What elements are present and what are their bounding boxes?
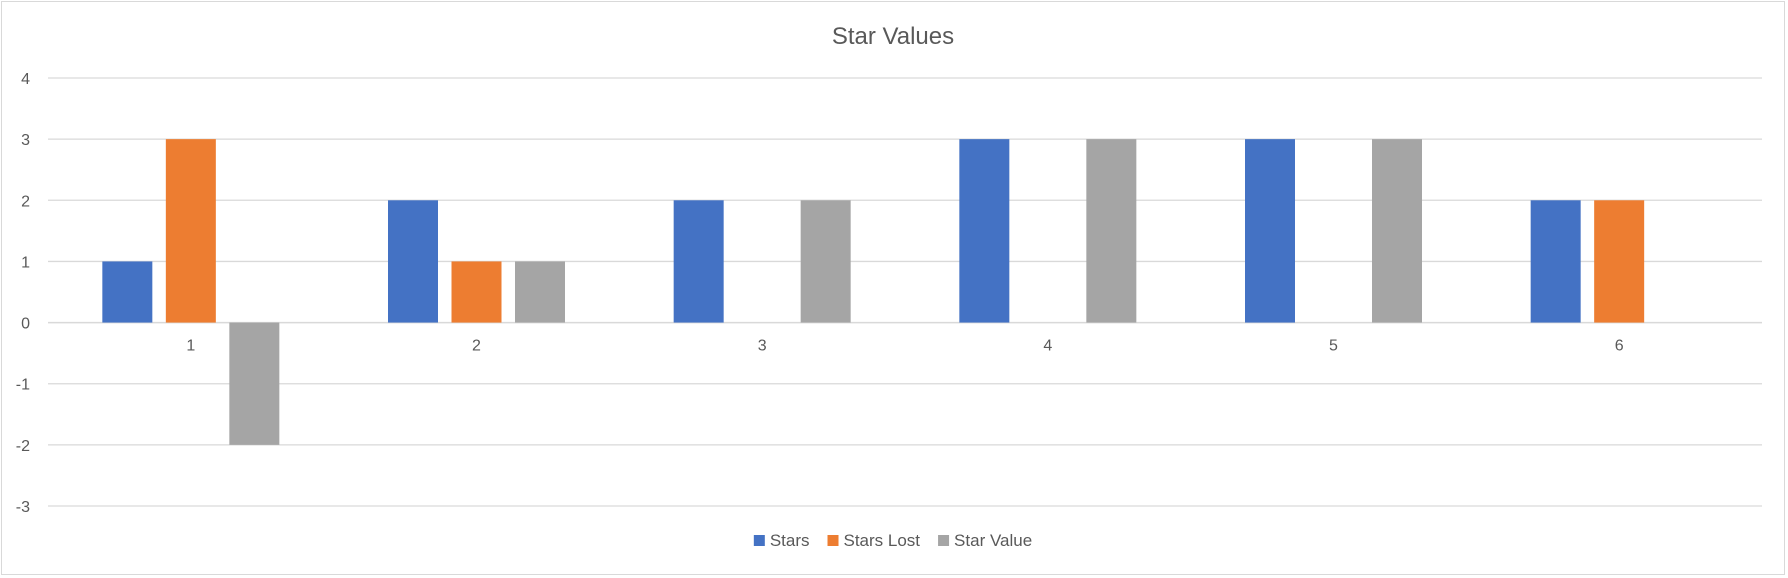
gridlines xyxy=(48,77,1762,507)
bar xyxy=(959,139,1010,323)
x-axis-ticks: 1 2 3 4 5 6 xyxy=(186,338,1623,355)
bar xyxy=(800,200,851,323)
y-tick-label: 1 xyxy=(21,254,30,271)
x-tick-label: 6 xyxy=(1615,338,1624,355)
legend-label: Stars xyxy=(770,531,810,550)
legend-swatch xyxy=(753,535,765,546)
bar xyxy=(451,261,502,323)
bar xyxy=(673,200,724,323)
y-tick-label: -1 xyxy=(16,377,30,394)
bar xyxy=(165,139,216,323)
bar xyxy=(102,261,153,323)
legend-swatch xyxy=(827,535,839,546)
bar xyxy=(515,261,565,323)
legend-swatch xyxy=(938,535,950,546)
bar xyxy=(1372,139,1422,323)
y-tick-label: 3 xyxy=(21,132,30,149)
y-tick-label: -3 xyxy=(16,499,30,516)
bar xyxy=(229,322,280,445)
legend: Stars Stars Lost Star Value xyxy=(753,531,1032,550)
bar xyxy=(388,200,438,323)
bar xyxy=(1245,139,1295,323)
y-tick-label: -2 xyxy=(16,438,30,455)
legend-label: Stars Lost xyxy=(844,531,921,550)
y-tick-label: 0 xyxy=(21,316,30,333)
bar xyxy=(1086,139,1137,323)
x-tick-label: 4 xyxy=(1043,338,1052,355)
chart-title: Star Values xyxy=(832,23,954,50)
x-tick-label: 1 xyxy=(186,338,195,355)
y-axis-ticks: 4 3 2 1 0 -1 -2 -3 xyxy=(16,71,30,516)
legend-label: Star Value xyxy=(954,531,1032,550)
bar xyxy=(1530,200,1581,323)
x-tick-label: 2 xyxy=(472,338,481,355)
bar xyxy=(1594,200,1645,323)
bars xyxy=(102,139,1645,445)
x-tick-label: 5 xyxy=(1329,338,1338,355)
y-tick-label: 2 xyxy=(21,193,30,210)
x-tick-label: 3 xyxy=(758,338,767,355)
y-tick-label: 4 xyxy=(21,71,30,88)
